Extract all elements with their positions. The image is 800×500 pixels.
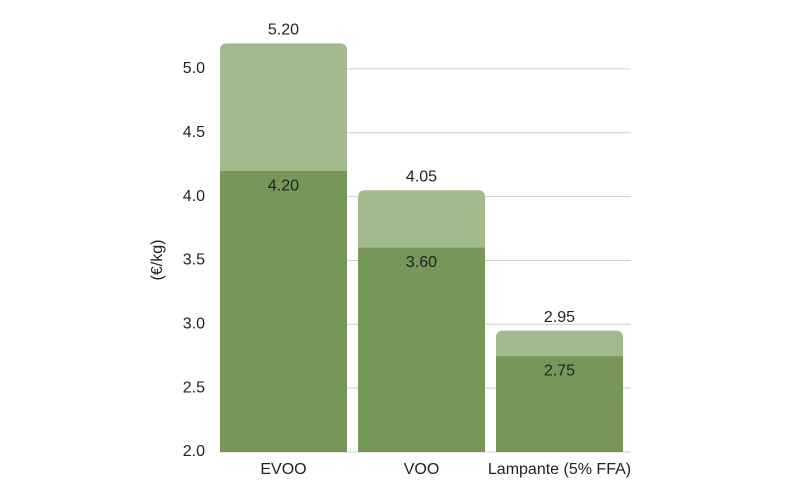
y-tick-label: 3.0 [183, 316, 205, 333]
x-tick-label: VOO [404, 461, 440, 478]
value-label: 4.20 [268, 177, 299, 194]
value-label: 3.60 [406, 254, 437, 271]
y-tick-label: 4.5 [183, 124, 205, 141]
bar [220, 171, 347, 452]
value-label: 4.05 [406, 168, 437, 185]
y-tick-label: 2.5 [183, 379, 205, 396]
bar [496, 356, 623, 452]
x-tick-label: EVOO [260, 461, 306, 478]
value-label: 2.75 [544, 362, 575, 379]
bar [358, 247, 485, 452]
y-tick-label: 3.5 [183, 252, 205, 269]
y-axis-label: (€/kg) [149, 240, 166, 281]
value-label: 5.20 [268, 22, 299, 39]
y-tick-label: 2.0 [183, 443, 205, 460]
y-tick-label: 4.0 [183, 188, 205, 205]
y-tick-label: 5.0 [183, 60, 205, 77]
value-label: 2.95 [544, 309, 575, 326]
x-tick-label: Lampante (5% FFA) [488, 461, 631, 478]
